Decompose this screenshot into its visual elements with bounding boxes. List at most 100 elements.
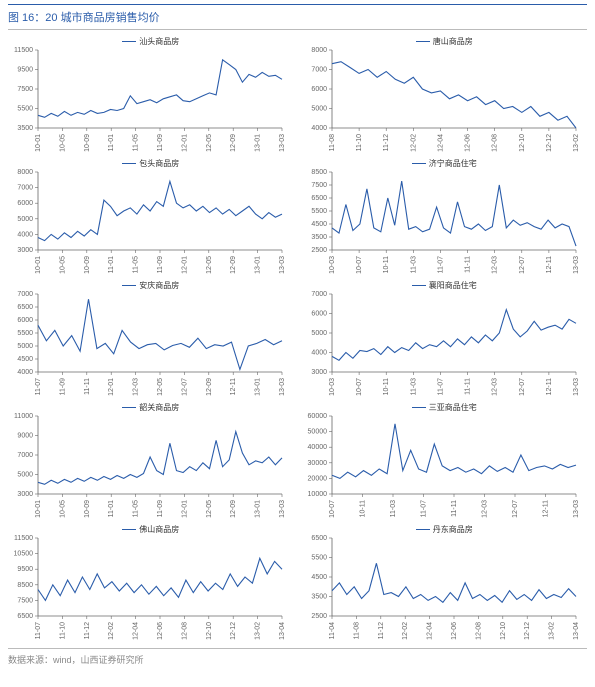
svg-text:50000: 50000 [307, 429, 327, 436]
svg-text:11-12: 11-12 [84, 622, 91, 639]
chart-grid: 汕头商品房 3500 5500 7500 9500 11500 10-01 10-05 10-0… [8, 30, 587, 648]
svg-text:10-07: 10-07 [329, 500, 336, 518]
series-name: 汕头商品房 [139, 37, 179, 46]
svg-text:10-05: 10-05 [59, 134, 66, 152]
svg-text:3500: 3500 [17, 125, 33, 132]
svg-text:12-07: 12-07 [518, 256, 525, 274]
svg-text:10-07: 10-07 [356, 256, 363, 274]
svg-text:4500: 4500 [311, 574, 327, 581]
svg-text:12-11: 12-11 [545, 256, 552, 273]
chart-legend: 汕头商品房 [8, 36, 294, 47]
svg-text:12-03: 12-03 [491, 256, 498, 274]
svg-text:13-03: 13-03 [279, 256, 286, 274]
svg-text:12-12: 12-12 [524, 622, 531, 640]
chart-legend: 佛山商品房 [8, 524, 294, 535]
svg-text:13-01: 13-01 [255, 256, 262, 274]
svg-text:4500: 4500 [17, 356, 33, 363]
svg-text:10-07: 10-07 [356, 378, 363, 396]
chart-svg: 30004000500060007000800010-0110-0510-091… [8, 158, 286, 276]
chart-svg: 35005500750095001150010-0110-0510-0911-0… [8, 36, 286, 154]
chart-legend: 唐山商品房 [302, 36, 588, 47]
svg-text:12-08: 12-08 [491, 134, 498, 152]
svg-text:10500: 10500 [14, 551, 34, 558]
svg-text:11500: 11500 [14, 47, 33, 54]
svg-text:12-09: 12-09 [230, 134, 237, 152]
svg-text:12-10: 12-10 [499, 622, 506, 640]
svg-text:11-01: 11-01 [108, 134, 115, 151]
series-name: 包头商品房 [139, 159, 179, 168]
svg-text:12-10: 12-10 [206, 622, 213, 640]
svg-text:11-07: 11-07 [35, 622, 42, 639]
svg-text:5000: 5000 [311, 330, 327, 337]
svg-text:40000: 40000 [307, 444, 327, 451]
svg-text:10-09: 10-09 [84, 256, 91, 274]
svg-text:4000: 4000 [311, 350, 327, 357]
svg-text:6500: 6500 [311, 535, 327, 542]
chart-svg: 6500750085009500105001150011-0711-1011-1… [8, 524, 286, 642]
svg-text:11-05: 11-05 [133, 500, 140, 517]
svg-text:11-09: 11-09 [157, 134, 164, 151]
svg-text:12-08: 12-08 [475, 622, 482, 640]
svg-text:11-07: 11-07 [437, 256, 444, 273]
svg-text:6500: 6500 [17, 304, 33, 311]
svg-text:9500: 9500 [17, 67, 33, 74]
svg-text:11-03: 11-03 [410, 378, 417, 395]
svg-text:10-11: 10-11 [359, 500, 366, 517]
chart-legend: 三亚商品住宅 [302, 402, 588, 413]
svg-text:5000: 5000 [17, 216, 33, 223]
series-name: 韶关商品房 [139, 403, 179, 412]
svg-text:10-09: 10-09 [84, 134, 91, 152]
svg-text:3000: 3000 [17, 491, 33, 498]
svg-text:13-02: 13-02 [255, 622, 262, 640]
svg-text:7500: 7500 [17, 597, 33, 604]
svg-text:11-01: 11-01 [108, 256, 115, 273]
svg-text:11-09: 11-09 [157, 500, 164, 517]
svg-text:11-04: 11-04 [329, 622, 336, 639]
chart-panel: 汕头商品房35005500750095001150010-0110-0510-0… [8, 36, 294, 154]
svg-text:6500: 6500 [17, 613, 33, 620]
chart-legend: 包头商品房 [8, 158, 294, 169]
chart-legend: 襄阳商品住宅 [302, 280, 588, 291]
svg-text:12-01: 12-01 [108, 378, 115, 396]
svg-text:8500: 8500 [17, 582, 33, 589]
svg-text:12-06: 12-06 [157, 622, 164, 640]
svg-text:8500: 8500 [311, 169, 327, 176]
svg-text:12-01: 12-01 [181, 134, 188, 152]
svg-text:6500: 6500 [311, 195, 327, 202]
svg-text:5500: 5500 [17, 330, 33, 337]
svg-text:5000: 5000 [311, 106, 327, 113]
figure-source: 数据来源：wind，山西证券研究所 [8, 648, 587, 670]
svg-text:11-11: 11-11 [84, 378, 91, 395]
svg-text:12-10: 12-10 [518, 134, 525, 152]
svg-text:12-09: 12-09 [230, 500, 237, 518]
svg-text:10-05: 10-05 [59, 256, 66, 274]
svg-text:11-08: 11-08 [353, 622, 360, 639]
svg-text:30000: 30000 [307, 460, 327, 467]
svg-text:11-01: 11-01 [108, 500, 115, 517]
svg-text:12-01: 12-01 [181, 256, 188, 274]
svg-text:12-01: 12-01 [181, 500, 188, 518]
svg-text:12-09: 12-09 [206, 378, 213, 396]
svg-text:13-03: 13-03 [573, 500, 580, 518]
svg-text:13-01: 13-01 [255, 134, 262, 152]
svg-text:6000: 6000 [17, 317, 33, 324]
svg-text:60000: 60000 [307, 413, 327, 420]
svg-text:10-01: 10-01 [35, 500, 42, 518]
svg-text:13-01: 13-01 [255, 500, 262, 518]
svg-text:12-11: 12-11 [545, 378, 552, 395]
svg-text:4000: 4000 [17, 231, 33, 238]
chart-legend: 安庆商品房 [8, 280, 294, 291]
svg-text:11-12: 11-12 [383, 134, 390, 151]
svg-text:4500: 4500 [311, 221, 327, 228]
svg-text:13-03: 13-03 [279, 500, 286, 518]
svg-text:11-11: 11-11 [451, 500, 458, 517]
svg-text:11000: 11000 [14, 413, 33, 420]
svg-text:11-07: 11-07 [35, 378, 42, 395]
svg-text:7500: 7500 [311, 182, 327, 189]
series-name: 襄阳商品住宅 [429, 281, 477, 290]
chart-svg: 2500350045005500650011-0411-0811-1212-02… [302, 524, 580, 642]
chart-panel: 三亚商品住宅10000200003000040000500006000010-0… [302, 402, 588, 520]
svg-text:12-04: 12-04 [426, 622, 433, 640]
svg-text:11-09: 11-09 [59, 378, 66, 395]
svg-text:6000: 6000 [311, 86, 327, 93]
